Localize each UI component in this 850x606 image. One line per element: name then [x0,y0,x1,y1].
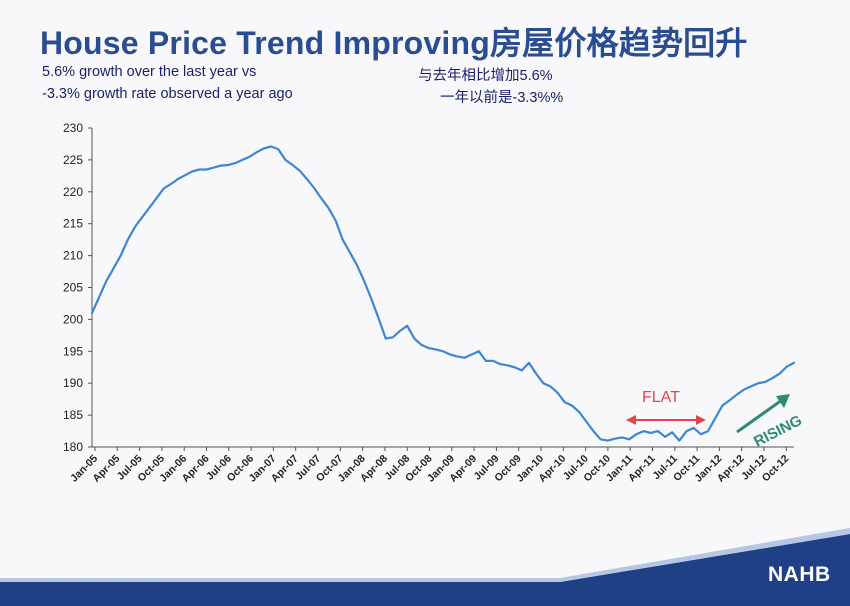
subtitle-cn-line-2: 一年以前是-3.3%% [440,90,564,106]
y-tick-label: 195 [63,344,83,358]
series-line [90,145,796,442]
plot-area [90,145,796,442]
y-tick-label: 225 [63,153,83,167]
flat-annotation: FLAT [642,389,680,406]
x-axis-ticks: Jan-05Apr-05Jul-05Oct-05Jan-06Apr-06Jul-… [68,447,792,485]
y-tick-label: 210 [63,249,83,263]
chart-axes [91,128,794,448]
y-tick-label: 185 [63,408,83,422]
subtitle-en-line-1: 5.6% growth over the last year vs [42,64,257,80]
page-title: House Price Trend Improving房屋价格趋势回升 [40,25,748,61]
y-tick-label: 200 [63,312,83,326]
nahb-logo: NAHB [768,563,831,586]
y-tick-label: 220 [63,185,83,199]
y-tick-label: 215 [63,217,83,231]
subtitle-cn-line-1: 与去年相比增加5.6% [418,68,553,84]
subtitle-en-line-2: -3.3% growth rate observed a year ago [42,86,293,102]
footer-organization: National Association of Home Builders [40,584,197,594]
footer-band [0,528,850,606]
y-tick-label: 180 [63,440,83,454]
y-tick-label: 190 [63,376,83,390]
y-tick-label: 230 [63,121,83,135]
y-tick-label: 205 [63,281,83,295]
y-axis-ticks: 230 225 220 215 210 205 200 195 190 185 180 [63,121,92,454]
